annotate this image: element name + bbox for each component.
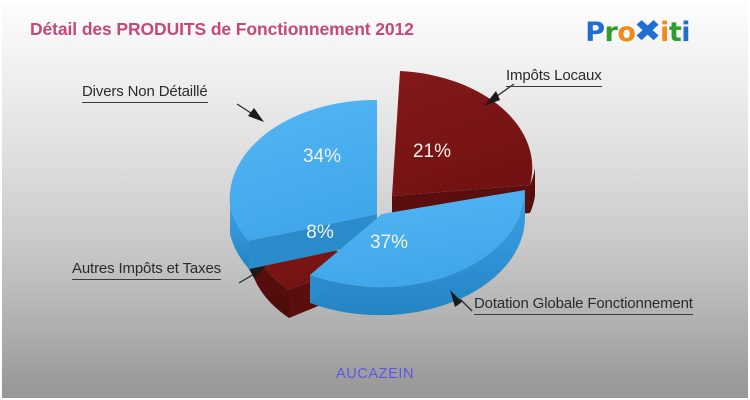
logo-letter-r: r: [604, 17, 618, 48]
slice-percent-impots-locaux: 21%: [413, 141, 451, 162]
callout-label-autres-impots[interactable]: Autres Impôts et Taxes: [72, 260, 221, 280]
slice-percent-dotation: 37%: [370, 232, 408, 253]
slice-percent-autres-impots: 8%: [306, 222, 334, 243]
pie-slice-divers[interactable]: [229, 99, 377, 269]
logo-letter-x: ✖: [634, 14, 662, 49]
city-name: AUCAZEIN: [335, 366, 415, 382]
pie-slice-dotation[interactable]: [310, 190, 525, 316]
callout-label-impots-locaux[interactable]: Impôts Locaux: [506, 67, 602, 87]
callout-label-divers[interactable]: Divers Non Détaillé: [82, 83, 208, 103]
logo-letter-i1: i: [660, 17, 669, 48]
logo-letter-p: P: [585, 17, 605, 48]
logo-letter-t: t: [668, 17, 682, 48]
proxiti-logo[interactable]: Pro✖iti: [585, 14, 690, 49]
logo-letter-i2: i: [681, 17, 690, 48]
slice-percent-divers: 34%: [303, 146, 341, 167]
logo-letter-o: o: [617, 17, 636, 48]
page-title: Détail des PRODUITS de Fonctionnement 20…: [30, 19, 414, 39]
callout-label-dotation[interactable]: Dotation Globale Fonctionnement: [474, 295, 693, 315]
